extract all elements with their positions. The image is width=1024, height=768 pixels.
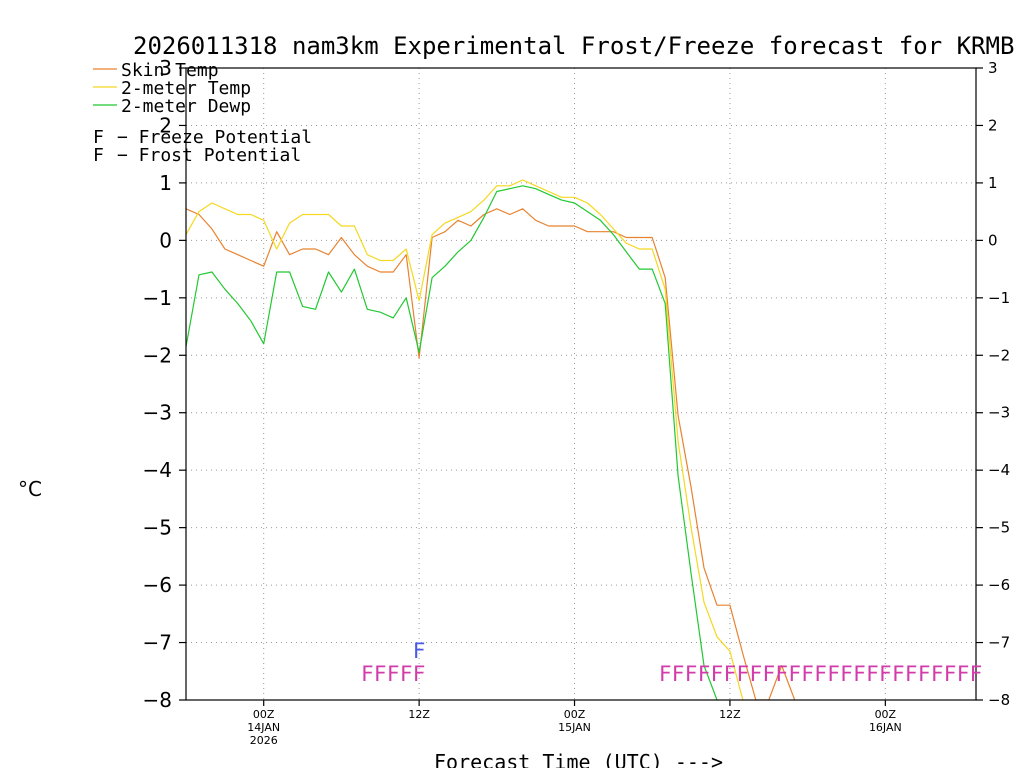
y-tick-label-left: −1 xyxy=(143,286,172,310)
freeze-marker: F xyxy=(840,662,853,686)
y-tick-label-left: 0 xyxy=(159,228,172,252)
x-tick-label-date: 16JAN xyxy=(869,721,902,734)
freeze-marker: F xyxy=(892,662,905,686)
y-tick-label-right: −7 xyxy=(988,634,1010,652)
frost-marker: F xyxy=(413,639,426,663)
legend-freeze-label: − Freeze Potential xyxy=(117,127,312,148)
freeze-marker: F xyxy=(361,662,374,686)
y-tick-label-right: −4 xyxy=(988,461,1010,479)
freeze-marker: F xyxy=(762,662,775,686)
x-tick-label-date: 14JAN xyxy=(247,721,280,734)
chart-title: 2026011318 nam3km Experimental Frost/Fre… xyxy=(133,32,1014,60)
y-tick-label-left: −8 xyxy=(143,688,172,712)
y-axis-ticks: 3 3 2 2 1 1 0 0 −1 −1 −2 −2 −3 −3 −4 −4 −5 −5 −6 −6 −7 −7 −8 −8 xyxy=(143,56,1011,712)
freeze-marker: F xyxy=(788,662,801,686)
legend-label-skin-temp: Skin Temp xyxy=(121,60,219,81)
freeze-marker: F xyxy=(814,662,827,686)
y-tick-label-left: −4 xyxy=(143,458,172,482)
freeze-marker: F xyxy=(400,662,413,686)
y-tick-label-left: −5 xyxy=(143,516,172,540)
freeze-marker: F xyxy=(931,662,944,686)
freeze-marker: F xyxy=(866,662,879,686)
gridlines xyxy=(186,68,976,700)
y-tick-label-right: −1 xyxy=(988,289,1010,307)
freeze-marker: F xyxy=(750,662,763,686)
freeze-marker: F xyxy=(957,662,970,686)
legend-frost-label: − Frost Potential xyxy=(117,145,301,166)
freeze-marker: F xyxy=(737,662,750,686)
y-tick-label-right: −8 xyxy=(988,691,1010,709)
legend-frost-marker: F xyxy=(93,145,104,166)
freeze-marker: F xyxy=(944,662,957,686)
freeze-marker: F xyxy=(387,662,400,686)
x-tick-label-time: 00Z xyxy=(564,708,586,721)
freeze-marker: F xyxy=(413,662,426,686)
y-axis-label: °C xyxy=(18,477,42,501)
y-tick-label-right: −5 xyxy=(988,519,1010,537)
freeze-marker: F xyxy=(659,662,672,686)
freeze-marker: F xyxy=(918,662,931,686)
y-tick-label-left: 3 xyxy=(159,56,172,80)
y-tick-label-right: 3 xyxy=(988,59,998,77)
x-tick-label-year: 2026 xyxy=(250,734,278,747)
y-tick-label-right: 2 xyxy=(988,116,998,134)
freeze-marker: F xyxy=(905,662,918,686)
freeze-marker: F xyxy=(698,662,711,686)
potential-markers: F F F F F F F F F F F F F F F F F F F F F F F F F F F F F FF xyxy=(361,639,982,686)
series-line-2-meter-temp xyxy=(186,179,744,700)
freeze-marker: F xyxy=(672,662,685,686)
y-tick-label-right: 0 xyxy=(988,231,998,249)
y-tick-label-right: 1 xyxy=(988,174,998,192)
legend-label-2m-dewp: 2-meter Dewp xyxy=(121,96,251,117)
freeze-marker: F xyxy=(724,662,737,686)
y-tick-label-left: −3 xyxy=(143,401,172,425)
data-series xyxy=(186,179,796,700)
freeze-marker: F xyxy=(775,662,788,686)
y-tick-label-left: −6 xyxy=(143,573,172,597)
x-tick-label-time: 12Z xyxy=(408,708,430,721)
y-tick-label-left: 2 xyxy=(159,113,172,137)
freeze-marker: F xyxy=(879,662,892,686)
x-tick-label-time: 00Z xyxy=(253,708,275,721)
y-tick-label-left: −7 xyxy=(143,631,172,655)
freeze-marker: F xyxy=(827,662,840,686)
freeze-marker: F xyxy=(711,662,724,686)
x-axis-label: Forecast Time (UTC) ---> xyxy=(434,750,723,768)
x-tick-label-date: 15JAN xyxy=(558,721,591,734)
plot-frame xyxy=(185,67,977,701)
x-tick-label-time: 12Z xyxy=(719,708,741,721)
series-line-2-meter-dewp xyxy=(186,185,718,700)
freeze-marker: F xyxy=(970,662,983,686)
series-line-skin-temp xyxy=(186,208,796,700)
y-tick-label-left: 1 xyxy=(159,171,172,195)
freeze-marker: F xyxy=(685,662,698,686)
y-tick-label-right: −3 xyxy=(988,404,1010,422)
freeze-marker: F xyxy=(801,662,814,686)
freeze-marker: F xyxy=(374,662,387,686)
y-tick-label-right: −6 xyxy=(988,576,1010,594)
x-tick-label-time: 00Z xyxy=(875,708,897,721)
freeze-marker: F xyxy=(853,662,866,686)
y-tick-label-right: −2 xyxy=(988,346,1010,364)
y-tick-label-left: −2 xyxy=(143,343,172,367)
legend-freeze-marker: F xyxy=(93,127,104,148)
legend-label-2m-temp: 2-meter Temp xyxy=(121,78,251,99)
legend: Skin Temp 2-meter Temp 2-meter Dewp F − … xyxy=(93,60,312,166)
